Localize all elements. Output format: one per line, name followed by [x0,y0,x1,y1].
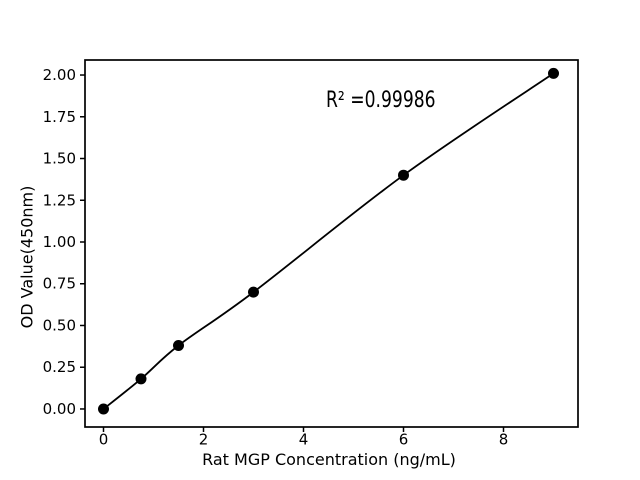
y-tick-label: 0.50 [43,316,76,334]
y-tick-label: 1.00 [43,233,76,251]
y-tick-label: 0.00 [43,400,76,418]
data-point [248,286,259,298]
x-tick-label: 4 [299,431,309,449]
y-tick-label: 1.75 [43,108,76,126]
plot-border [84,59,579,428]
fit-line [102,72,555,410]
y-tick-label: 1.25 [43,191,76,209]
y-tick-label: 1.50 [43,150,76,168]
data-point [98,403,109,415]
y-axis-label: OD Value(450nm) [17,185,37,329]
data-point [173,340,184,351]
y-tick-label: 2.00 [43,66,76,84]
data-point [398,169,409,181]
data-point [548,67,559,79]
y-tick-label: 0.25 [43,358,76,376]
data-point [135,373,147,385]
x-tick-label: 8 [499,431,509,449]
x-tick-label: 6 [399,431,409,449]
x-tick-label: 0 [99,431,109,449]
y-tick-label: 0.75 [43,275,76,293]
x-axis-label: Rat MGP Concentration (ng/mL) [202,450,456,469]
r-squared-annotation: R² =0.99986 [326,88,436,113]
x-tick-label: 2 [199,431,209,449]
